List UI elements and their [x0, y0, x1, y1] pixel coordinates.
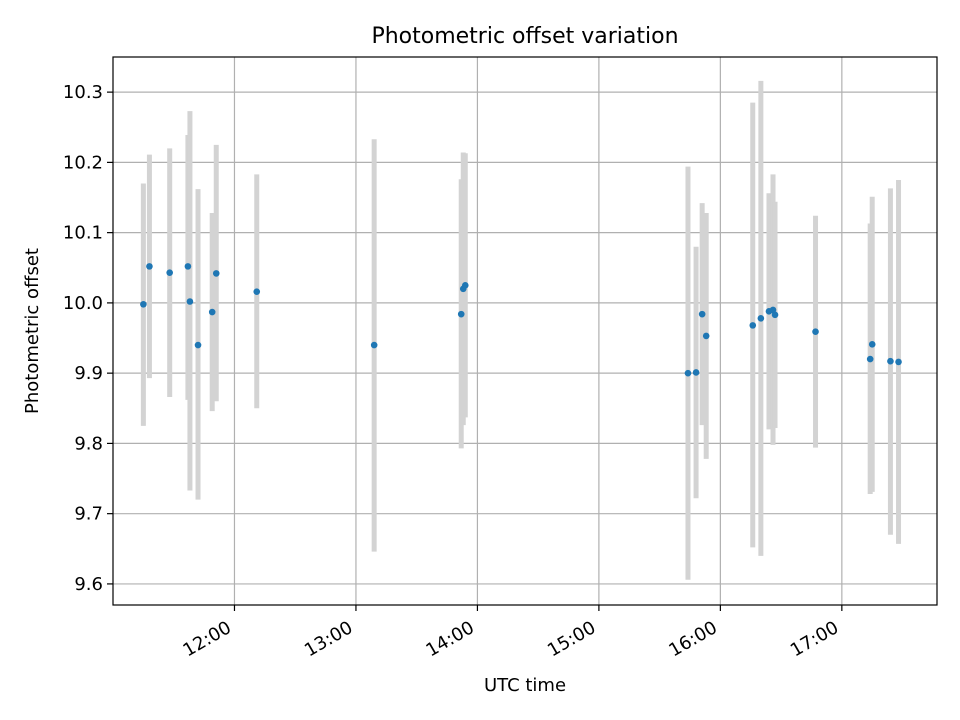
data-point — [253, 288, 261, 295]
chart-title: Photometric offset variation — [371, 24, 678, 49]
data-point — [166, 269, 173, 276]
grid — [113, 57, 937, 605]
data-point — [194, 341, 202, 349]
data-point — [146, 263, 153, 270]
data-point — [370, 341, 378, 349]
data-point — [757, 315, 765, 322]
data-point — [461, 282, 469, 289]
data-point — [895, 358, 902, 366]
data-point — [184, 263, 192, 270]
data-point — [866, 355, 874, 363]
data-point — [887, 357, 894, 365]
data-point — [186, 298, 194, 305]
data-point — [868, 341, 876, 348]
data-point — [812, 328, 819, 336]
plot-frame — [112, 56, 938, 606]
data-point — [212, 270, 220, 277]
y-tick-label: 9.7 — [74, 504, 103, 525]
data-point — [771, 311, 779, 319]
y-tick-label: 9.9 — [74, 363, 103, 384]
y-axis: 9.6 9.7 9.8 9.9 10.0 10.1 10.2 10.3 — [63, 82, 113, 595]
data-points — [140, 263, 902, 377]
data-point — [457, 310, 465, 318]
y-tick-label: 10.2 — [63, 152, 103, 173]
y-tick-label: 9.6 — [74, 574, 103, 595]
x-axis-title: UTC time — [484, 675, 566, 696]
y-tick-label: 9.8 — [74, 433, 103, 454]
y-tick-label: 10.0 — [63, 293, 103, 314]
y-tick-label: 10.3 — [63, 82, 103, 103]
y-tick-label: 10.1 — [63, 223, 103, 244]
data-point — [140, 301, 147, 308]
y-axis-title: Photometric offset — [22, 248, 43, 414]
data-point — [684, 369, 692, 377]
data-point — [692, 369, 700, 376]
data-point — [749, 322, 757, 329]
data-point — [208, 308, 216, 316]
data-point — [702, 332, 710, 340]
data-point — [698, 310, 706, 318]
